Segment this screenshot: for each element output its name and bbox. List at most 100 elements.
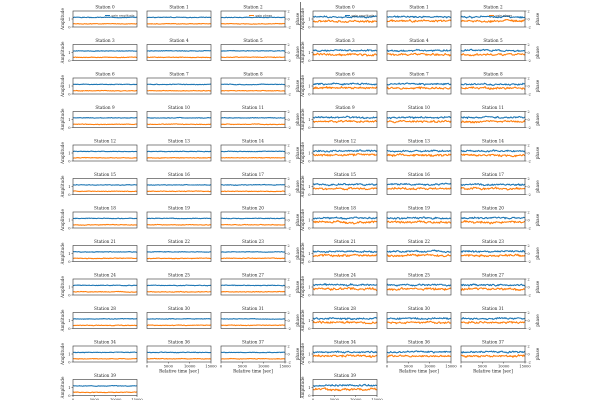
subplot: Station 5 -2 0 2 phase [220, 38, 300, 63]
phase-series-line [460, 320, 526, 325]
y-tick-label: 1 [308, 319, 310, 323]
subplot: Station 1 [146, 5, 212, 28]
y-tick-label: 1 [68, 185, 70, 189]
y2-tick-label: 0 [528, 252, 530, 256]
subplot-title: Station 22 [408, 239, 430, 244]
subplot-title: Station 31 [482, 306, 504, 311]
x-tick-label: 15000 [279, 365, 291, 369]
y-tick-label: 0 [68, 92, 71, 96]
y2-tick-label: 2 [288, 210, 290, 214]
subplot: Station 7 [386, 72, 452, 95]
subplot-title: Station 14 [482, 139, 504, 144]
x-tick-label: 0 [386, 365, 389, 369]
y-axis-label: Amplitude [60, 8, 65, 31]
phase-series-line [72, 56, 138, 59]
subplot-title: Station 19 [408, 206, 430, 211]
phase-series-line [312, 153, 378, 157]
y2-axis-label: phase [535, 79, 540, 92]
phase-series-line [312, 253, 378, 258]
subplot-frame [146, 111, 212, 128]
amplitude-series-line [220, 150, 286, 153]
y-tick-label: 1 [308, 185, 310, 189]
phase-series-line [460, 220, 526, 225]
y2-tick-label: 0 [528, 185, 530, 189]
y-tick-label: 0 [308, 327, 311, 331]
subplot-frame [386, 211, 452, 229]
x-tick-label: 10000 [350, 398, 362, 400]
subplot-title: Station 36 [408, 340, 430, 345]
y2-axis-label: phase [295, 12, 300, 25]
y-axis-label: Amplitude [60, 376, 65, 399]
y2-tick-label: -2 [528, 159, 531, 163]
x-axis-label: Relative time [sec] [233, 369, 273, 374]
phase-series-line [312, 320, 378, 325]
y2-tick-label: -2 [528, 59, 531, 63]
phase-series-line [460, 287, 526, 292]
y-axis-label: Amplitude [300, 41, 305, 64]
subplot: Station 22 [146, 239, 212, 262]
legend-amplitude-label: gain amplitude [352, 14, 375, 18]
y2-tick-label: 0 [288, 218, 290, 222]
y-tick-label: 1 [308, 84, 310, 88]
subplot-title: Station 39 [94, 373, 116, 378]
y2-tick-label: 2 [288, 311, 290, 315]
y-tick-label: 0 [308, 226, 311, 230]
subplot: Station 19 [146, 206, 212, 229]
amplitude-series-line [386, 283, 452, 287]
y2-tick-label: 0 [288, 51, 290, 55]
y2-tick-label: 2 [528, 76, 530, 80]
y2-tick-label: 0 [528, 285, 530, 289]
phase-series-line [312, 219, 378, 225]
y2-tick-label: 2 [288, 143, 290, 147]
subplot-title: Station 15 [94, 172, 116, 177]
phase-series-line [72, 156, 138, 159]
subplot-title: Station 23 [482, 239, 504, 244]
y2-tick-label: 2 [528, 210, 530, 214]
phase-series-line [460, 186, 526, 191]
y-tick-label: 0 [308, 92, 311, 96]
y-tick-label: 0 [68, 25, 71, 29]
phase-series-line [146, 156, 212, 159]
phase-series-line [386, 153, 452, 157]
subplot-title: Station 28 [94, 306, 116, 311]
x-tick-label: 0 [72, 398, 75, 400]
y-tick-label: 0 [68, 394, 71, 398]
y2-axis-label: phase [535, 12, 540, 25]
x-tick-label: 0 [146, 365, 149, 369]
subplot: Station 36 0 5000 10000 15000 Relative time [… [386, 340, 458, 374]
y2-axis-label: phase [535, 46, 540, 59]
subplot: Station 16 [146, 172, 212, 195]
subplot-title: Station 23 [242, 239, 264, 244]
y-tick-label: 1 [68, 386, 70, 390]
y2-tick-label: 0 [528, 151, 530, 155]
amplitude-series-line [220, 217, 286, 220]
subplot-title: Station 21 [334, 239, 356, 244]
y2-tick-label: 2 [288, 344, 290, 348]
subplot: Station 4 [386, 38, 452, 61]
phase-series-line [312, 187, 378, 191]
amplitude-series-line [312, 216, 378, 220]
subplot-title: Station 18 [94, 206, 116, 211]
subplot-frame [146, 178, 212, 195]
phase-series-line [146, 223, 212, 226]
phase-series-line [146, 324, 212, 327]
y-axis-label: Amplitude [300, 242, 305, 265]
subplot: Station 8 -2 0 2 phase [220, 72, 300, 96]
y2-axis-label: phase [535, 347, 540, 360]
x-tick-label: 15000 [371, 398, 383, 400]
amplitude-series-line [220, 251, 286, 253]
amplitude-series-line [386, 116, 452, 120]
amplitude-series-line [72, 251, 138, 253]
subplot: Station 36 0 5000 10000 15000 Relative time [… [146, 340, 218, 374]
y2-tick-label: 2 [288, 76, 290, 80]
y2-tick-label: -2 [288, 293, 291, 297]
x-tick-label: 10000 [498, 365, 510, 369]
y-axis-label: Amplitude [60, 309, 65, 332]
amplitude-series-line [146, 83, 212, 86]
phase-series-line [220, 123, 286, 126]
phase-series-line [460, 253, 526, 258]
y2-tick-label: 0 [528, 51, 530, 55]
y2-tick-label: 2 [288, 110, 290, 114]
